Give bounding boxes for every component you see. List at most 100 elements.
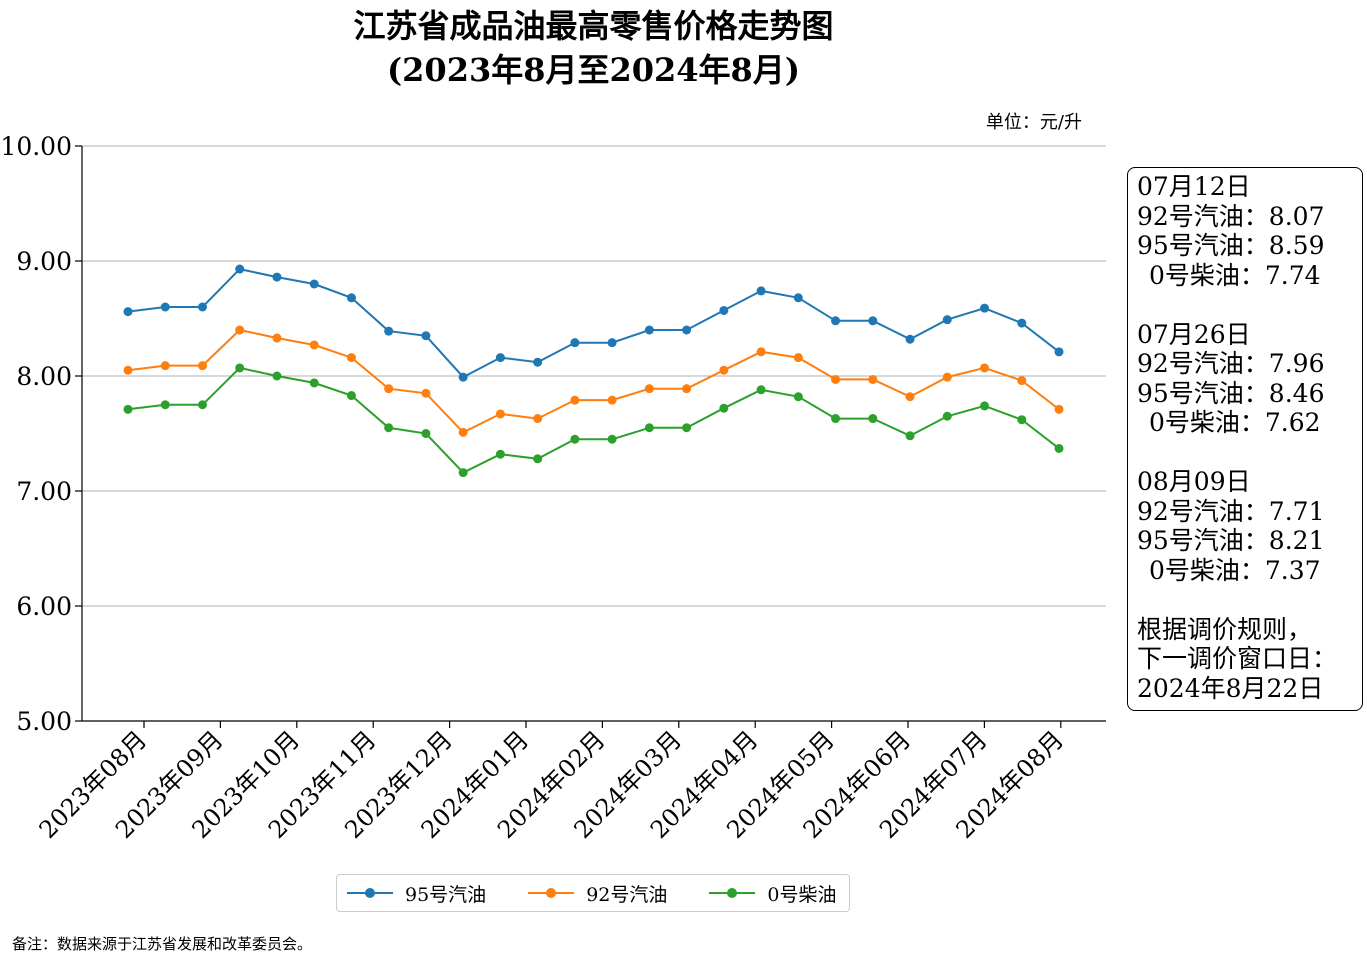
data-point <box>942 411 952 421</box>
data-point <box>346 353 356 363</box>
chart-title-line2: (2023年8月至2024年8月) <box>387 51 800 89</box>
data-point <box>570 338 580 348</box>
info-date: 07月12日 <box>1137 172 1251 201</box>
data-point <box>1054 347 1064 357</box>
data-point <box>197 302 207 312</box>
series-0号柴油 <box>123 363 1064 478</box>
legend-label-diesel: 0号柴油 <box>767 883 837 906</box>
data-point <box>793 392 803 402</box>
data-point <box>235 264 245 274</box>
data-point <box>831 374 841 384</box>
data-point <box>756 385 766 395</box>
data-point <box>682 325 692 335</box>
data-point <box>533 454 543 464</box>
info-diesel: 0号柴油：7.74 <box>1149 260 1321 290</box>
legend-swatch-95 <box>347 887 393 899</box>
y-tick-label: 5.00 <box>16 707 72 736</box>
data-point <box>272 371 282 381</box>
data-point <box>272 333 282 343</box>
data-point <box>868 316 878 326</box>
series-line <box>127 328 1060 434</box>
data-point <box>458 427 468 437</box>
data-point <box>458 372 468 382</box>
data-point <box>1017 415 1027 425</box>
data-point <box>719 403 729 413</box>
y-tick-label: 9.00 <box>16 247 72 276</box>
next-adjust-date: 2024年8月22日 <box>1137 673 1324 703</box>
data-point <box>197 400 207 410</box>
data-point <box>644 423 654 433</box>
data-point <box>235 325 245 335</box>
series-92号汽油 <box>123 325 1064 437</box>
data-point <box>719 305 729 315</box>
data-point <box>607 434 617 444</box>
info-block-0809: 08月09日 92号汽油：7.71 95号汽油：8.21 0号柴油：7.37 <box>1137 467 1362 585</box>
unit-label: 单位：元/升 <box>985 112 1082 133</box>
data-point <box>421 388 431 398</box>
legend-item-diesel: 0号柴油 <box>709 880 836 907</box>
series-line <box>127 268 1060 379</box>
series-95号汽油 <box>123 264 1064 382</box>
data-point <box>942 372 952 382</box>
y-tick-label: 7.00 <box>16 477 72 506</box>
legend-swatch-92 <box>528 887 575 899</box>
info-92: 92号汽油：7.71 <box>1137 496 1325 526</box>
info-95: 95号汽油：8.21 <box>1137 526 1325 555</box>
info-92: 92号汽油：7.96 <box>1137 349 1325 378</box>
y-tick-label: 10.00 <box>0 132 72 161</box>
info-95: 95号汽油：8.46 <box>1137 378 1325 408</box>
data-point <box>1017 318 1027 328</box>
y-axis-ticks: 5.00 6.00 7.00 8.00 9.00 10.00 <box>0 132 82 736</box>
info-diesel: 0号柴油：7.37 <box>1149 555 1321 585</box>
legend-label-95: 95号汽油 <box>405 883 487 906</box>
chart-title-line1: 江苏省成品油最高零售价格走势图 <box>353 7 834 45</box>
data-point <box>980 303 990 313</box>
data-point <box>421 331 431 341</box>
data-point <box>495 353 505 363</box>
legend-item-92: 92号汽油 <box>528 880 667 907</box>
data-point <box>607 395 617 405</box>
data-point <box>384 326 394 336</box>
info-diesel: 0号柴油：7.62 <box>1149 408 1321 437</box>
series-group <box>123 264 1064 478</box>
data-point <box>309 340 319 350</box>
data-point <box>980 401 990 411</box>
data-point <box>458 468 468 478</box>
data-point <box>160 361 170 371</box>
data-point <box>793 293 803 303</box>
source-note: 备注：数据来源于江苏省发展和改革委员会。 <box>12 935 313 953</box>
data-point <box>1054 443 1064 453</box>
data-point <box>272 272 282 282</box>
x-axis-ticks: 2023年08月2023年09月2023年10月2023年11月2023年12月… <box>34 721 1069 844</box>
axes <box>81 146 1106 722</box>
data-point <box>346 293 356 303</box>
data-point <box>719 365 729 375</box>
data-point <box>682 423 692 433</box>
y-tick-label: 6.00 <box>16 592 72 621</box>
data-point <box>421 429 431 438</box>
data-point <box>942 315 952 325</box>
data-point <box>533 357 543 367</box>
data-point <box>160 302 170 312</box>
data-point <box>160 400 170 410</box>
data-point <box>1017 376 1027 386</box>
data-point <box>123 404 133 414</box>
data-point <box>495 409 505 419</box>
legend-label-92: 92号汽油 <box>586 883 668 906</box>
data-point <box>384 384 394 394</box>
data-point <box>868 414 878 424</box>
data-point <box>905 334 915 344</box>
data-point <box>570 434 580 444</box>
info-95: 95号汽油：8.59 <box>1137 231 1325 260</box>
data-point <box>309 378 319 388</box>
data-point <box>607 338 617 348</box>
data-point <box>235 363 245 373</box>
data-point <box>905 431 915 441</box>
info-92: 92号汽油：8.07 <box>1137 201 1325 231</box>
info-block-0712: 07月12日 92号汽油：8.07 95号汽油：8.59 0号柴油：7.74 <box>1137 172 1362 290</box>
data-point <box>831 316 841 326</box>
data-point <box>384 423 394 433</box>
data-point <box>197 361 207 371</box>
data-point <box>1054 404 1064 414</box>
